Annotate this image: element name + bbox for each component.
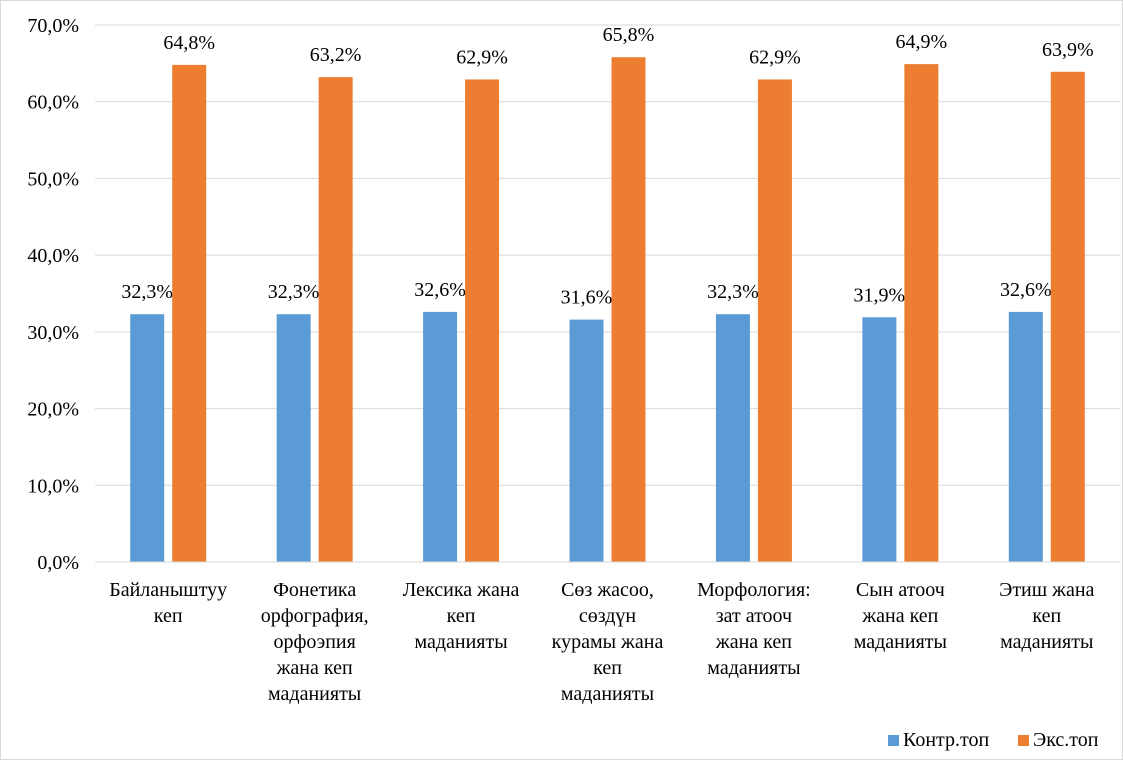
- data-label: 32,6%: [1000, 279, 1052, 301]
- category-label-line: маданияты: [414, 631, 507, 653]
- data-label: 63,2%: [310, 44, 362, 66]
- category-label-line: жана кеп: [276, 657, 353, 679]
- category-label-line: кеп: [154, 605, 183, 627]
- bar-control: [423, 311, 458, 562]
- y-tick-label: 30,0%: [27, 322, 79, 344]
- category-label: Лексика жана кеп маданияты: [403, 579, 520, 653]
- data-label: 32,3%: [707, 281, 759, 303]
- bar-experiment: [318, 77, 353, 562]
- category-label: Этиш жана кеп маданияты: [999, 579, 1094, 653]
- legend-swatch: [888, 735, 899, 746]
- category-label-line: маданияты: [707, 657, 800, 679]
- data-label: 32,3%: [268, 281, 320, 303]
- y-tick-label: 70,0%: [27, 15, 79, 37]
- bar-control: [276, 314, 311, 562]
- bar-experiment: [757, 79, 792, 563]
- y-tick-label: 20,0%: [27, 399, 79, 421]
- data-label: 32,3%: [121, 281, 173, 303]
- category-label-line: Байланыштуу: [109, 579, 227, 601]
- y-tick-label: 0,0%: [37, 552, 79, 574]
- category-label-line: жана кеп: [715, 631, 792, 653]
- category-label-line: Фонетика: [273, 579, 356, 601]
- category-label-line: маданияты: [854, 631, 947, 653]
- bar-control: [569, 319, 604, 562]
- data-label: 32,6%: [414, 279, 466, 301]
- category-label-line: Морфология:: [697, 579, 811, 601]
- data-label: 62,9%: [749, 46, 801, 68]
- category-label-line: орфоэпия: [273, 631, 355, 653]
- data-label: 64,9%: [896, 31, 948, 53]
- bar-experiment: [611, 57, 646, 562]
- category-label: Сын атооч жана кеп маданияты: [854, 579, 947, 653]
- bar-experiment: [904, 64, 939, 563]
- data-label: 63,9%: [1042, 39, 1094, 61]
- legend-swatch: [1018, 735, 1029, 746]
- category-label-line: зат атооч: [716, 605, 792, 627]
- category-label-line: кеп: [593, 657, 622, 679]
- category-label: Морфология: зат атооч жана кеп маданияты: [697, 579, 811, 679]
- y-tick-label: 40,0%: [27, 245, 79, 267]
- category-label-line: Этиш жана: [999, 579, 1094, 601]
- category-label: Байланыштуу кеп: [109, 579, 227, 627]
- y-tick-label: 60,0%: [27, 92, 79, 114]
- legend-label: Контр.топ: [903, 729, 990, 751]
- data-label: 31,9%: [854, 284, 906, 306]
- bar-control: [1008, 311, 1043, 562]
- category-label-line: маданияты: [1000, 631, 1093, 653]
- category-label-line: Сөз жасоо,: [561, 579, 654, 601]
- category-label-line: маданияты: [268, 683, 361, 705]
- category-label-line: маданияты: [561, 683, 654, 705]
- data-label: 64,8%: [163, 32, 215, 54]
- legend-label: Экс.топ: [1033, 729, 1099, 751]
- category-label-line: кеп: [447, 605, 476, 627]
- y-tick-label: 10,0%: [27, 475, 79, 497]
- bar-experiment: [1050, 71, 1085, 562]
- bar-experiment: [465, 79, 500, 563]
- category-label-line: Сын атооч: [856, 579, 945, 601]
- bar-control: [130, 314, 165, 562]
- y-tick-label: 50,0%: [27, 168, 79, 190]
- data-label: 65,8%: [603, 24, 655, 46]
- bar-experiment: [172, 64, 207, 563]
- bar-control: [715, 314, 750, 562]
- category-label-line: сөздүн: [579, 605, 637, 627]
- data-label: 31,6%: [561, 287, 613, 309]
- category-label: Сөз жасоо, сөздүн курамы жана кеп маданияты: [552, 579, 664, 705]
- category-label-line: орфография,: [261, 605, 369, 627]
- category-label: Фонетика орфография, орфоэпия жана кеп мадан…: [261, 579, 369, 705]
- bar-control: [862, 317, 897, 562]
- category-label-line: курамы жана: [552, 631, 664, 653]
- category-label-line: жана кеп: [861, 605, 938, 627]
- data-label: 62,9%: [456, 46, 508, 68]
- category-label-line: Лексика жана: [403, 579, 520, 601]
- category-label-line: кеп: [1032, 605, 1061, 627]
